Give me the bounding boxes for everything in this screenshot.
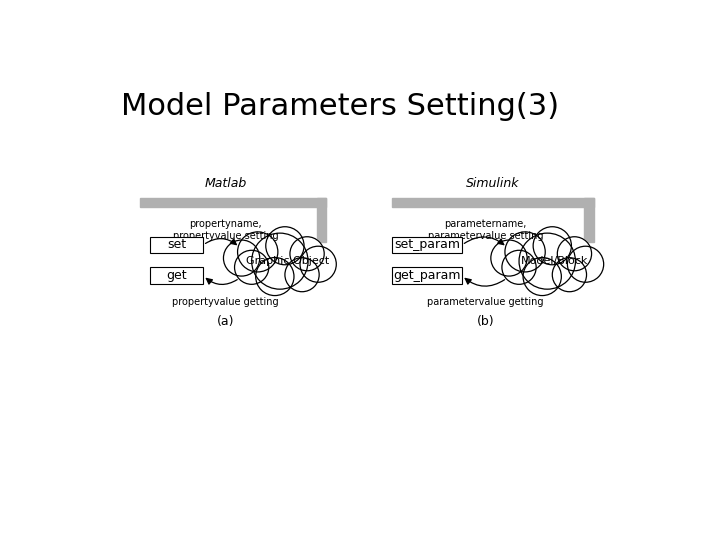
Circle shape bbox=[256, 258, 294, 295]
Circle shape bbox=[557, 237, 592, 271]
Circle shape bbox=[235, 251, 269, 285]
Circle shape bbox=[223, 240, 260, 276]
Circle shape bbox=[285, 258, 319, 292]
Text: Matlab: Matlab bbox=[204, 177, 247, 190]
Bar bbox=[392, 267, 462, 284]
Circle shape bbox=[533, 227, 572, 265]
Text: Model/Block: Model/Block bbox=[521, 256, 589, 266]
Bar bbox=[150, 267, 203, 284]
Bar bbox=[392, 237, 462, 253]
Circle shape bbox=[502, 251, 536, 285]
Text: (b): (b) bbox=[477, 315, 494, 328]
Circle shape bbox=[266, 227, 304, 265]
Text: Graphic Object: Graphic Object bbox=[246, 256, 329, 266]
Circle shape bbox=[300, 246, 336, 282]
Bar bbox=[150, 237, 203, 253]
Text: propertyname,
propertyvalue setting: propertyname, propertyvalue setting bbox=[173, 219, 279, 241]
Text: parametername,
parametervalue setting: parametername, parametervalue setting bbox=[428, 219, 543, 241]
Text: Simulink: Simulink bbox=[467, 177, 520, 190]
Circle shape bbox=[523, 258, 562, 295]
Circle shape bbox=[491, 240, 527, 276]
Circle shape bbox=[567, 246, 603, 282]
Bar bbox=[140, 198, 326, 207]
Text: get_param: get_param bbox=[393, 269, 461, 282]
Circle shape bbox=[252, 233, 308, 289]
Text: Model Parameters Setting(3): Model Parameters Setting(3) bbox=[121, 92, 559, 121]
Circle shape bbox=[238, 232, 278, 272]
Text: propertyvalue getting: propertyvalue getting bbox=[172, 298, 279, 307]
Text: (a): (a) bbox=[217, 315, 235, 328]
Circle shape bbox=[290, 237, 324, 271]
Circle shape bbox=[552, 258, 587, 292]
Text: set: set bbox=[167, 239, 186, 252]
Bar bbox=[585, 198, 594, 242]
Circle shape bbox=[519, 233, 575, 289]
Circle shape bbox=[505, 232, 545, 272]
Bar bbox=[317, 198, 326, 242]
Bar bbox=[392, 198, 594, 207]
Text: set_param: set_param bbox=[394, 239, 460, 252]
Text: get: get bbox=[166, 269, 187, 282]
Text: parametervalue getting: parametervalue getting bbox=[427, 298, 544, 307]
